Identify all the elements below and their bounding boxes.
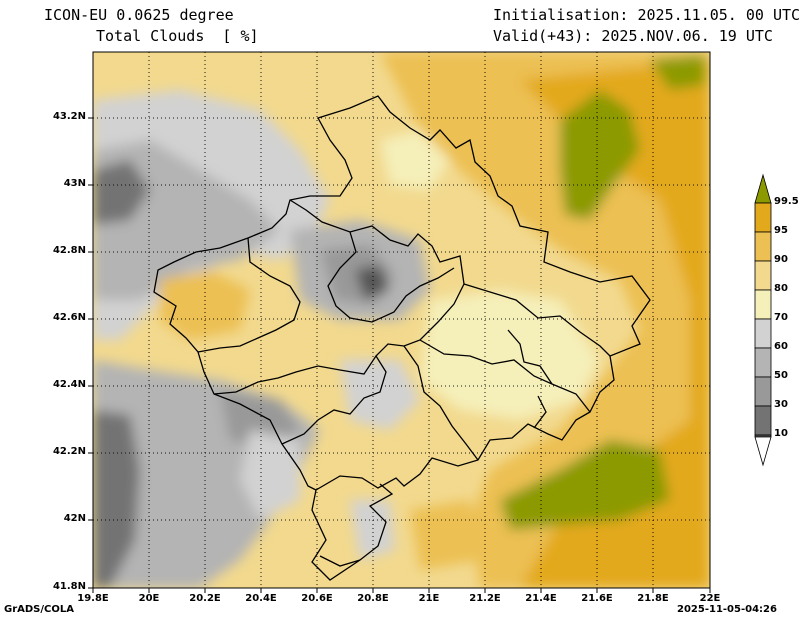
colorbar-label: 70 [774,312,788,323]
lon-label: 19.8E [77,593,109,604]
colorbar-swatch-2 [754,231,772,262]
valid-time: Valid(+43): 2025.NOV.06. 19 UTC [493,27,773,45]
lat-label: 43.2N [52,111,86,122]
lon-label: 21.8E [637,593,669,604]
colorbar-swatch-8 [754,405,772,436]
variable-title: Total Clouds [ %] [96,27,259,45]
colorbar-swatch-0 [754,173,772,204]
footer-left: GrADS/COLA [4,604,74,615]
colorbar-label: 30 [774,399,788,410]
cloud-field [93,52,710,588]
grid [93,52,710,588]
ticks [88,117,711,593]
colorbar-swatch-5 [754,318,772,349]
lat-label: 42.8N [52,245,86,256]
lon-label: 21E [418,593,440,604]
colorbar-label: 95 [774,225,788,236]
lon-label: 20.4E [245,593,277,604]
lat-label: 41.8N [52,581,86,592]
colorbar-label: 90 [774,254,788,265]
lon-label: 20.2E [189,593,221,604]
lon-label: 21.4E [525,593,557,604]
lon-label: 21.2E [469,593,501,604]
country-borders [153,95,651,581]
colorbar-swatch-1 [754,202,772,233]
plot-frame [92,51,711,589]
lon-label: 21.6E [581,593,613,604]
lon-label: 20.6E [301,593,333,604]
lat-label: 42N [63,513,86,524]
colorbar-label: 80 [774,283,788,294]
colorbar-swatch-10 [754,436,772,467]
lat-label: 42.6N [52,312,86,323]
lon-label: 22E [699,593,721,604]
colorbar-label: 50 [774,370,788,381]
lat-label: 43N [63,178,86,189]
colorbar-label: 60 [774,341,788,352]
model-title: ICON-EU 0.0625 degree [44,6,234,24]
lat-label: 42.4N [52,379,86,390]
lon-label: 20E [138,593,160,604]
colorbar-swatch-4 [754,289,772,320]
colorbar-swatch-3 [754,260,772,291]
init-time: Initialisation: 2025.11.05. 00 UTC [493,6,800,24]
footer-right: 2025-11-05-04:26 [677,604,777,615]
lon-label: 20.8E [357,593,389,604]
colorbar-label: 10 [774,428,788,439]
colorbar [754,173,772,467]
colorbar-swatch-7 [754,376,772,407]
colorbar-label: 99.5 [774,196,799,207]
lat-label: 42.2N [52,446,86,457]
colorbar-swatch-6 [754,347,772,378]
